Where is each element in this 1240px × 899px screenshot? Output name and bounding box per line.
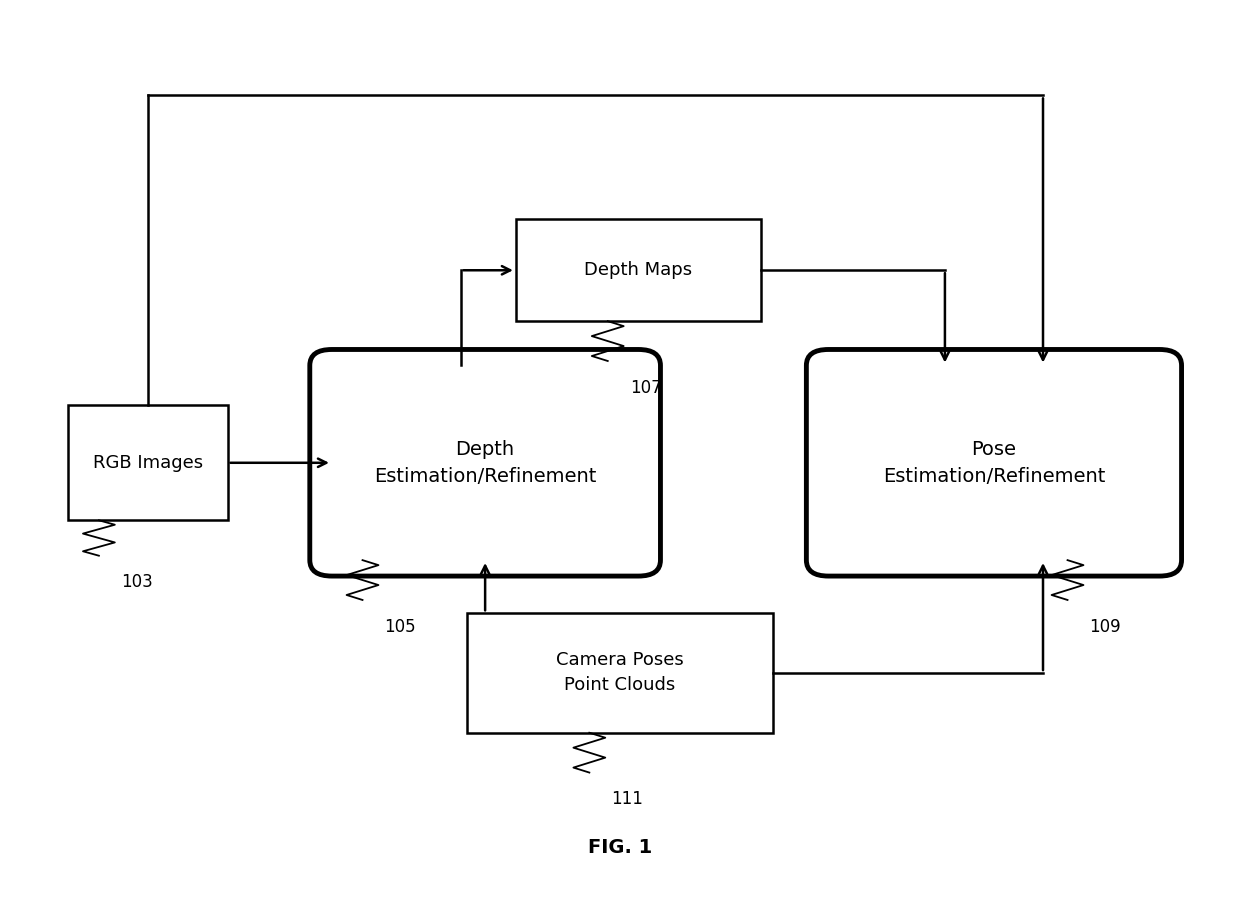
Text: 105: 105 (384, 618, 417, 636)
Text: FIG. 1: FIG. 1 (588, 838, 652, 858)
Text: 109: 109 (1090, 618, 1121, 636)
Bar (516, 219, 761, 321)
Text: 111: 111 (611, 790, 644, 808)
FancyBboxPatch shape (806, 350, 1182, 576)
Text: RGB Images: RGB Images (93, 454, 203, 472)
Bar (466, 613, 774, 733)
Text: Depth
Estimation/Refinement: Depth Estimation/Refinement (374, 440, 596, 485)
Text: Camera Poses
Point Clouds: Camera Poses Point Clouds (556, 652, 684, 695)
FancyBboxPatch shape (310, 350, 661, 576)
Text: Depth Maps: Depth Maps (584, 262, 692, 280)
Text: 107: 107 (630, 378, 661, 396)
Bar (68, 405, 228, 521)
Text: 103: 103 (122, 574, 153, 592)
Text: Pose
Estimation/Refinement: Pose Estimation/Refinement (883, 440, 1105, 485)
